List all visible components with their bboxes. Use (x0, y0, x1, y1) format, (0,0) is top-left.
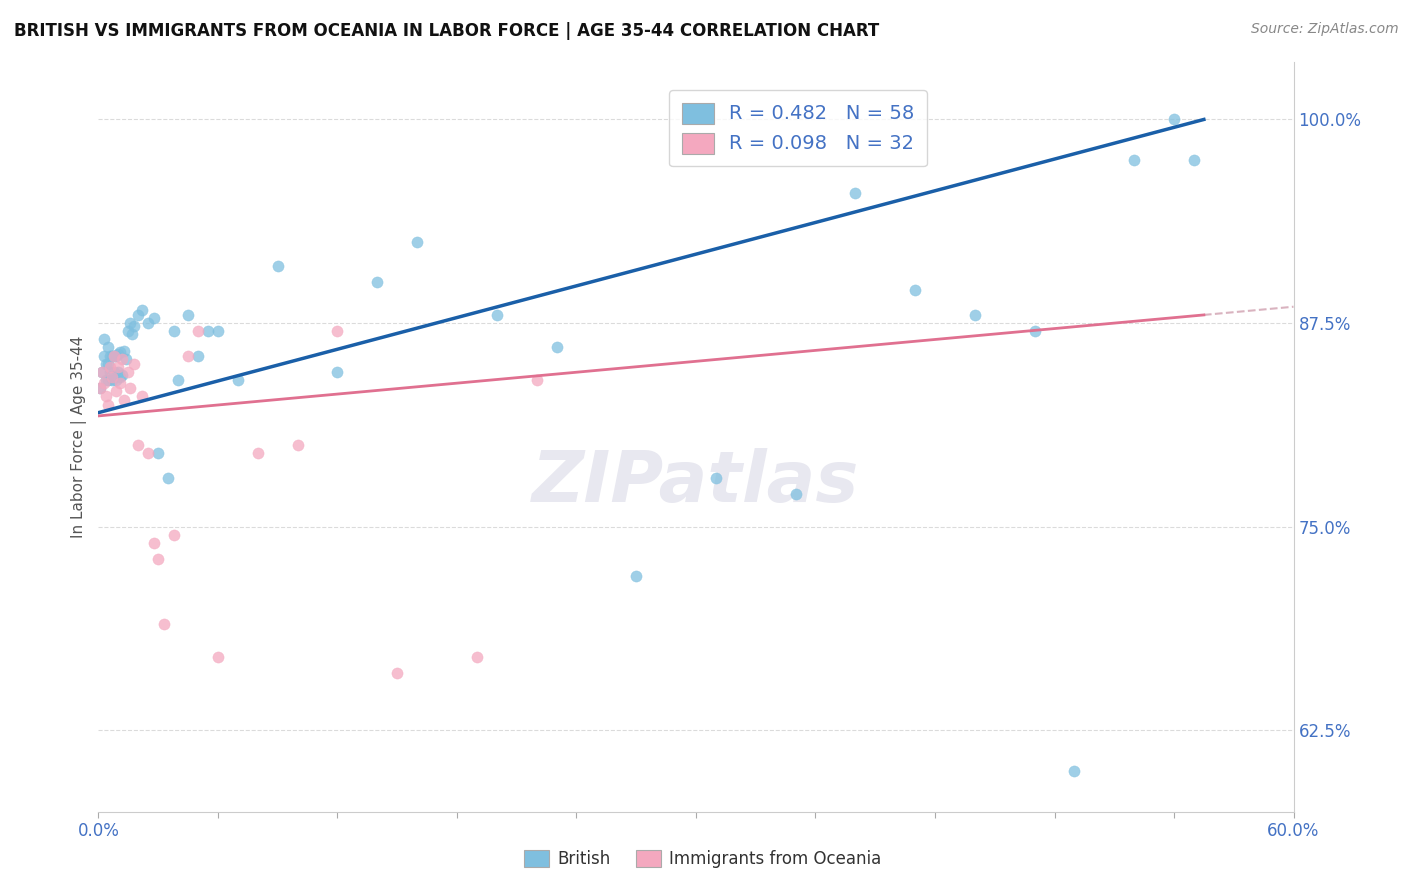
Point (121, 327, 143, 342)
Point (626, 568, 648, 582)
Point (153, 617, 176, 632)
Text: Source: ZipAtlas.com: Source: ZipAtlas.com (1251, 22, 1399, 37)
Point (1163, 112, 1185, 127)
Point (177, 349, 200, 363)
Point (148, 446, 170, 460)
Text: ZIPatlas: ZIPatlas (533, 448, 859, 516)
Text: BRITISH VS IMMIGRANTS FROM OCEANIA IN LABOR FORCE | AGE 35-44 CORRELATION CHART: BRITISH VS IMMIGRANTS FROM OCEANIA IN LA… (14, 22, 879, 40)
Point (117, 324, 139, 338)
Point (143, 311, 166, 326)
Point (97, 341, 120, 355)
Point (110, 345, 132, 359)
Point (131, 389, 153, 403)
Point (93, 332, 115, 346)
Point (124, 319, 146, 334)
Point (96, 389, 118, 403)
Point (101, 349, 124, 363)
Point (105, 349, 128, 363)
Point (103, 365, 125, 379)
Point (704, 471, 727, 485)
Point (111, 368, 134, 383)
Point (110, 369, 132, 384)
Point (124, 357, 146, 371)
Point (127, 308, 149, 322)
Point (163, 528, 186, 542)
Point (326, 324, 349, 338)
Point (485, 308, 508, 322)
Point (526, 373, 548, 387)
Point (127, 438, 149, 452)
Point (120, 381, 142, 395)
Point (167, 373, 190, 387)
Point (97, 373, 120, 387)
Y-axis label: In Labor Force | Age 35-44: In Labor Force | Age 35-44 (72, 336, 87, 538)
Point (546, 341, 568, 355)
Point (105, 373, 128, 387)
Point (844, 186, 866, 200)
Point (107, 359, 129, 374)
Point (187, 349, 209, 363)
Point (111, 351, 134, 366)
Point (110, 376, 132, 391)
Point (97, 397, 120, 411)
Point (93, 376, 115, 391)
Point (96, 373, 118, 387)
Point (101, 369, 124, 384)
Point (406, 235, 429, 249)
Point (148, 552, 170, 566)
Point (117, 365, 139, 379)
Point (904, 284, 927, 298)
Legend: British, Immigrants from Oceania: British, Immigrants from Oceania (517, 843, 889, 875)
Point (93, 349, 115, 363)
Point (91, 365, 114, 379)
Point (1063, 764, 1085, 778)
Point (785, 487, 807, 501)
Point (246, 446, 269, 460)
Legend: R = 0.482   N = 58, R = 0.098   N = 32: R = 0.482 N = 58, R = 0.098 N = 32 (669, 90, 927, 166)
Point (157, 471, 180, 485)
Point (163, 324, 186, 338)
Point (197, 324, 219, 338)
Point (91, 365, 114, 379)
Point (112, 343, 135, 358)
Point (1024, 324, 1046, 338)
Point (103, 349, 125, 363)
Point (143, 536, 166, 550)
Point (136, 316, 159, 330)
Point (101, 373, 124, 387)
Point (136, 446, 159, 460)
Point (103, 349, 125, 363)
Point (89, 381, 111, 395)
Point (96, 357, 118, 371)
Point (120, 316, 142, 330)
Point (385, 666, 409, 681)
Point (112, 392, 135, 407)
Point (105, 384, 128, 399)
Point (326, 365, 349, 379)
Point (89, 381, 111, 395)
Point (115, 351, 138, 366)
Point (287, 438, 309, 452)
Point (107, 365, 129, 379)
Point (107, 347, 129, 361)
Point (131, 303, 153, 318)
Point (207, 650, 229, 665)
Point (226, 373, 249, 387)
Point (187, 324, 209, 338)
Point (207, 324, 229, 338)
Point (1182, 153, 1205, 168)
Point (177, 308, 200, 322)
Point (366, 276, 388, 290)
Point (97, 357, 120, 371)
Point (267, 259, 290, 273)
Point (1123, 153, 1146, 168)
Point (963, 308, 986, 322)
Point (98, 359, 122, 374)
Point (98, 365, 122, 379)
Point (98, 349, 122, 363)
Point (465, 650, 488, 665)
